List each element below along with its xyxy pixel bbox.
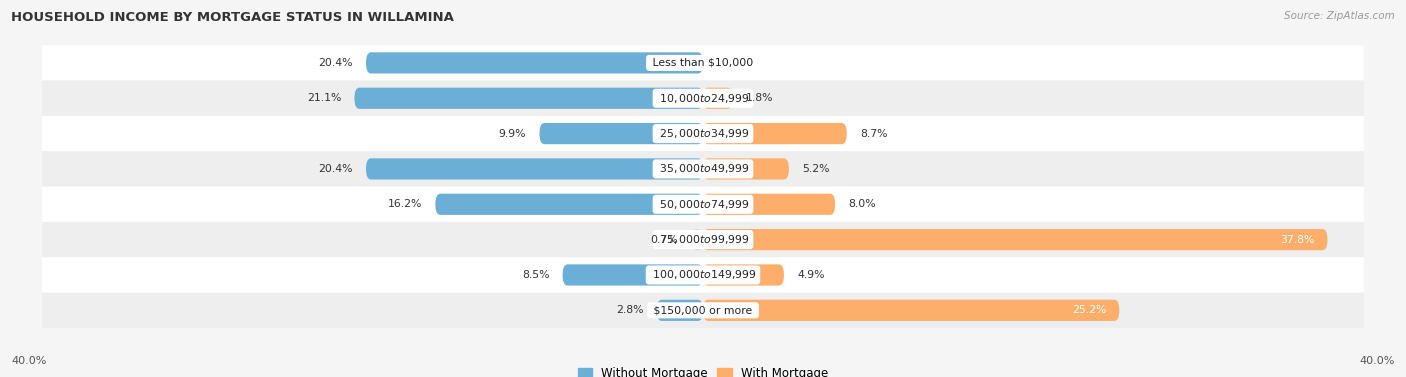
Text: $35,000 to $49,999: $35,000 to $49,999 [655, 162, 751, 175]
Text: 8.0%: 8.0% [848, 199, 876, 209]
Text: 1.8%: 1.8% [747, 93, 773, 103]
Text: Less than $10,000: Less than $10,000 [650, 58, 756, 68]
FancyBboxPatch shape [540, 123, 703, 144]
Text: 40.0%: 40.0% [11, 356, 46, 366]
FancyBboxPatch shape [703, 229, 1327, 250]
FancyBboxPatch shape [42, 293, 1364, 328]
Text: Source: ZipAtlas.com: Source: ZipAtlas.com [1284, 11, 1395, 21]
Text: $75,000 to $99,999: $75,000 to $99,999 [655, 233, 751, 246]
FancyBboxPatch shape [42, 45, 1364, 81]
Text: 9.9%: 9.9% [499, 129, 526, 139]
FancyBboxPatch shape [703, 87, 733, 109]
FancyBboxPatch shape [657, 300, 703, 321]
Text: 40.0%: 40.0% [1360, 356, 1395, 366]
Text: $25,000 to $34,999: $25,000 to $34,999 [655, 127, 751, 140]
Text: 2.8%: 2.8% [616, 305, 644, 315]
Text: 5.2%: 5.2% [801, 164, 830, 174]
FancyBboxPatch shape [703, 158, 789, 179]
FancyBboxPatch shape [42, 187, 1364, 222]
FancyBboxPatch shape [703, 300, 1119, 321]
Text: 8.5%: 8.5% [522, 270, 550, 280]
FancyBboxPatch shape [42, 257, 1364, 293]
Text: $150,000 or more: $150,000 or more [650, 305, 756, 315]
FancyBboxPatch shape [42, 151, 1364, 187]
FancyBboxPatch shape [42, 81, 1364, 116]
Text: 25.2%: 25.2% [1071, 305, 1107, 315]
FancyBboxPatch shape [703, 264, 785, 286]
Text: 37.8%: 37.8% [1279, 234, 1315, 245]
FancyBboxPatch shape [366, 52, 703, 74]
Text: HOUSEHOLD INCOME BY MORTGAGE STATUS IN WILLAMINA: HOUSEHOLD INCOME BY MORTGAGE STATUS IN W… [11, 11, 454, 24]
FancyBboxPatch shape [692, 229, 703, 250]
Text: 0.7%: 0.7% [651, 234, 678, 245]
Text: 21.1%: 21.1% [307, 93, 342, 103]
Text: 16.2%: 16.2% [388, 199, 422, 209]
FancyBboxPatch shape [42, 222, 1364, 257]
FancyBboxPatch shape [703, 123, 846, 144]
Text: 4.9%: 4.9% [797, 270, 825, 280]
Text: $50,000 to $74,999: $50,000 to $74,999 [655, 198, 751, 211]
FancyBboxPatch shape [354, 87, 703, 109]
FancyBboxPatch shape [562, 264, 703, 286]
Text: $100,000 to $149,999: $100,000 to $149,999 [648, 268, 758, 282]
FancyBboxPatch shape [703, 194, 835, 215]
Legend: Without Mortgage, With Mortgage: Without Mortgage, With Mortgage [574, 362, 832, 377]
FancyBboxPatch shape [436, 194, 703, 215]
Text: 20.4%: 20.4% [318, 58, 353, 68]
Text: $10,000 to $24,999: $10,000 to $24,999 [655, 92, 751, 105]
Text: 20.4%: 20.4% [318, 164, 353, 174]
FancyBboxPatch shape [366, 158, 703, 179]
Text: 8.7%: 8.7% [860, 129, 887, 139]
FancyBboxPatch shape [42, 116, 1364, 151]
